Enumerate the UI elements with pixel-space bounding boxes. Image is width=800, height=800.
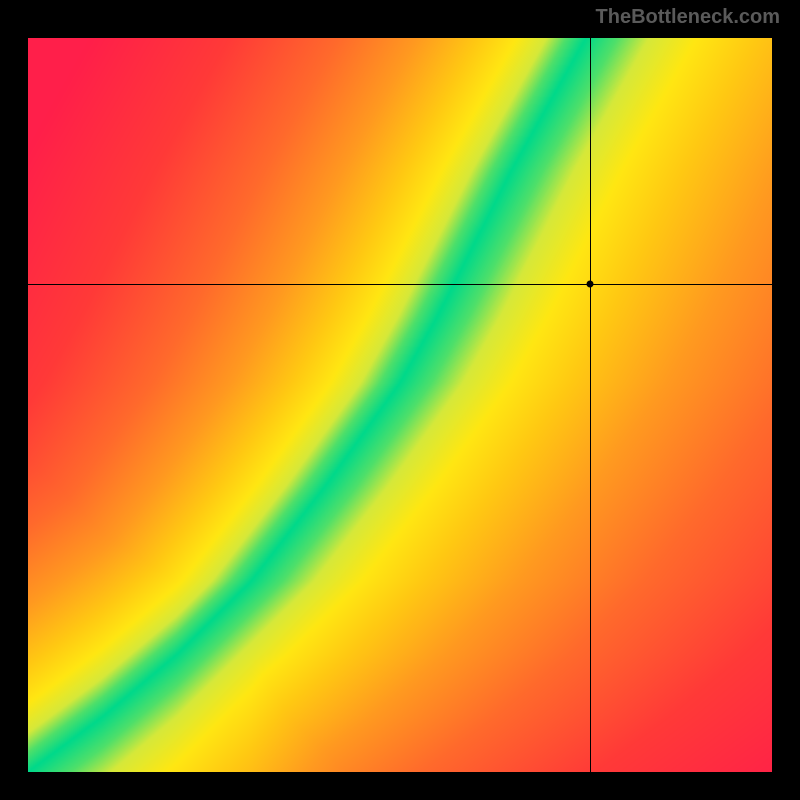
heatmap-canvas [28, 38, 772, 772]
crosshair-marker-dot [586, 280, 593, 287]
crosshair-horizontal [28, 284, 772, 285]
bottleneck-heatmap [28, 38, 772, 772]
crosshair-vertical [590, 38, 591, 772]
watermark-text: TheBottleneck.com [596, 6, 780, 29]
